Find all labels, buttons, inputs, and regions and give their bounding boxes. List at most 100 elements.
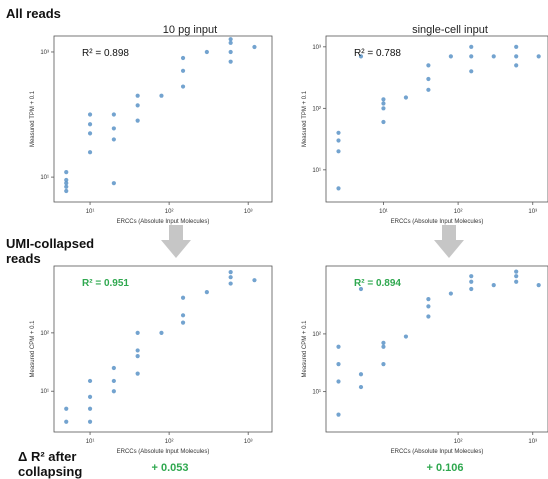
x-tick-label: 10²	[454, 209, 463, 215]
data-point	[180, 295, 186, 300]
y-axis-label: Measured CPM + 0.1	[30, 320, 36, 378]
scatter-single-cell-umi: 10² 10³ 10¹ 10² ERCCs (Absolute Input Molecu…	[270, 262, 548, 459]
x-tick-label: 10³	[244, 209, 253, 215]
data-point	[536, 283, 541, 288]
data-point	[87, 394, 93, 399]
data-point	[448, 54, 453, 59]
data-point	[87, 419, 93, 424]
data-point	[336, 186, 341, 191]
label-all-reads: All reads	[6, 6, 61, 21]
label-delta-r2: Δ R² after collapsing	[18, 449, 83, 479]
data-point	[228, 49, 233, 55]
data-point	[336, 130, 341, 135]
y-tick-label: 10¹	[312, 168, 321, 174]
data-point	[64, 181, 69, 186]
down-arrow-icon	[161, 225, 191, 258]
x-axis-label: ERCCs (Absolute Input Molecules)	[391, 219, 484, 225]
y-tick-label: 10³	[40, 50, 49, 56]
x-tick-label: 10³	[528, 439, 537, 445]
data-point	[87, 131, 93, 136]
data-point	[228, 275, 233, 280]
r-squared-label: R² = 0.894	[354, 278, 401, 289]
data-point	[180, 55, 186, 61]
plot-frame	[53, 265, 273, 433]
r-squared-label: R² = 0.788	[354, 48, 401, 59]
data-point	[252, 278, 257, 283]
data-point	[180, 313, 186, 318]
data-point	[159, 93, 164, 98]
data-point	[514, 269, 519, 274]
x-axis-label: ERCCs (Absolute Input Molecules)	[117, 449, 210, 455]
y-axis-label: Measured TPM + 0.1	[30, 90, 36, 147]
data-point	[228, 281, 233, 286]
data-point	[491, 54, 496, 59]
plot-frame	[325, 35, 548, 203]
data-point	[64, 419, 69, 424]
data-point	[469, 274, 474, 279]
data-point	[469, 44, 474, 49]
delta-value-single-cell: + 0.106	[426, 462, 464, 474]
data-point	[469, 69, 474, 74]
data-point	[358, 384, 364, 390]
data-point	[381, 119, 386, 125]
data-point	[111, 137, 116, 142]
data-point	[336, 379, 341, 384]
data-point	[111, 365, 116, 371]
r-squared-label: R² = 0.951	[82, 278, 129, 289]
data-point	[381, 106, 386, 111]
data-point	[426, 76, 431, 82]
data-point	[64, 184, 69, 189]
delta-value-10pg: + 0.053	[151, 462, 189, 474]
scatter-10pg-umi: 10¹ 10² 10³ 10¹ 10² ERCCs (Absolute Input Mol…	[0, 262, 278, 459]
data-point	[228, 59, 233, 64]
data-point	[228, 270, 233, 275]
data-point	[180, 84, 186, 89]
data-point	[426, 314, 431, 319]
data-point	[87, 112, 93, 117]
data-point	[403, 334, 409, 339]
scatter-single-cell-raw: 10¹ 10² 10³ 10¹ 10² 10³ ERCCs (Absolute Input …	[270, 32, 548, 229]
data-point	[536, 54, 541, 59]
data-point	[381, 340, 386, 345]
data-point	[135, 103, 140, 108]
data-point	[514, 63, 519, 68]
data-point	[135, 348, 140, 353]
x-axis-label: ERCCs (Absolute Input Molecules)	[391, 449, 484, 455]
y-tick-label: 10³	[312, 45, 321, 51]
data-point	[228, 37, 233, 42]
data-point	[381, 344, 386, 349]
data-point	[111, 112, 116, 117]
data-point	[87, 150, 93, 155]
data-point	[358, 54, 364, 59]
data-point	[135, 93, 140, 98]
data-point	[135, 353, 140, 359]
data-point	[403, 95, 409, 100]
data-point	[180, 68, 186, 73]
data-point	[336, 344, 341, 349]
data-point	[111, 181, 116, 186]
column-title-single-cell: single-cell input	[412, 24, 488, 36]
data-point	[381, 101, 386, 106]
data-point	[228, 40, 233, 45]
y-tick-label: 10²	[312, 106, 321, 112]
data-point	[111, 378, 116, 384]
data-point	[426, 63, 431, 68]
data-point	[381, 361, 386, 367]
x-tick-label: 10³	[244, 439, 253, 445]
data-point	[514, 54, 519, 59]
data-point	[358, 372, 364, 377]
data-point	[336, 138, 341, 143]
data-point	[252, 44, 257, 50]
data-point	[448, 291, 453, 296]
data-point	[514, 279, 519, 284]
y-tick-label: 10²	[312, 332, 321, 338]
data-point	[111, 126, 116, 131]
data-point	[64, 188, 69, 194]
y-tick-label: 10²	[40, 331, 49, 337]
r-squared-label: R² = 0.898	[82, 48, 129, 59]
x-tick-label: 10²	[165, 439, 174, 445]
data-point	[469, 279, 474, 284]
data-point	[87, 378, 93, 384]
data-point	[426, 304, 431, 309]
label-umi-collapsed: UMI-collapsed reads	[6, 236, 95, 266]
